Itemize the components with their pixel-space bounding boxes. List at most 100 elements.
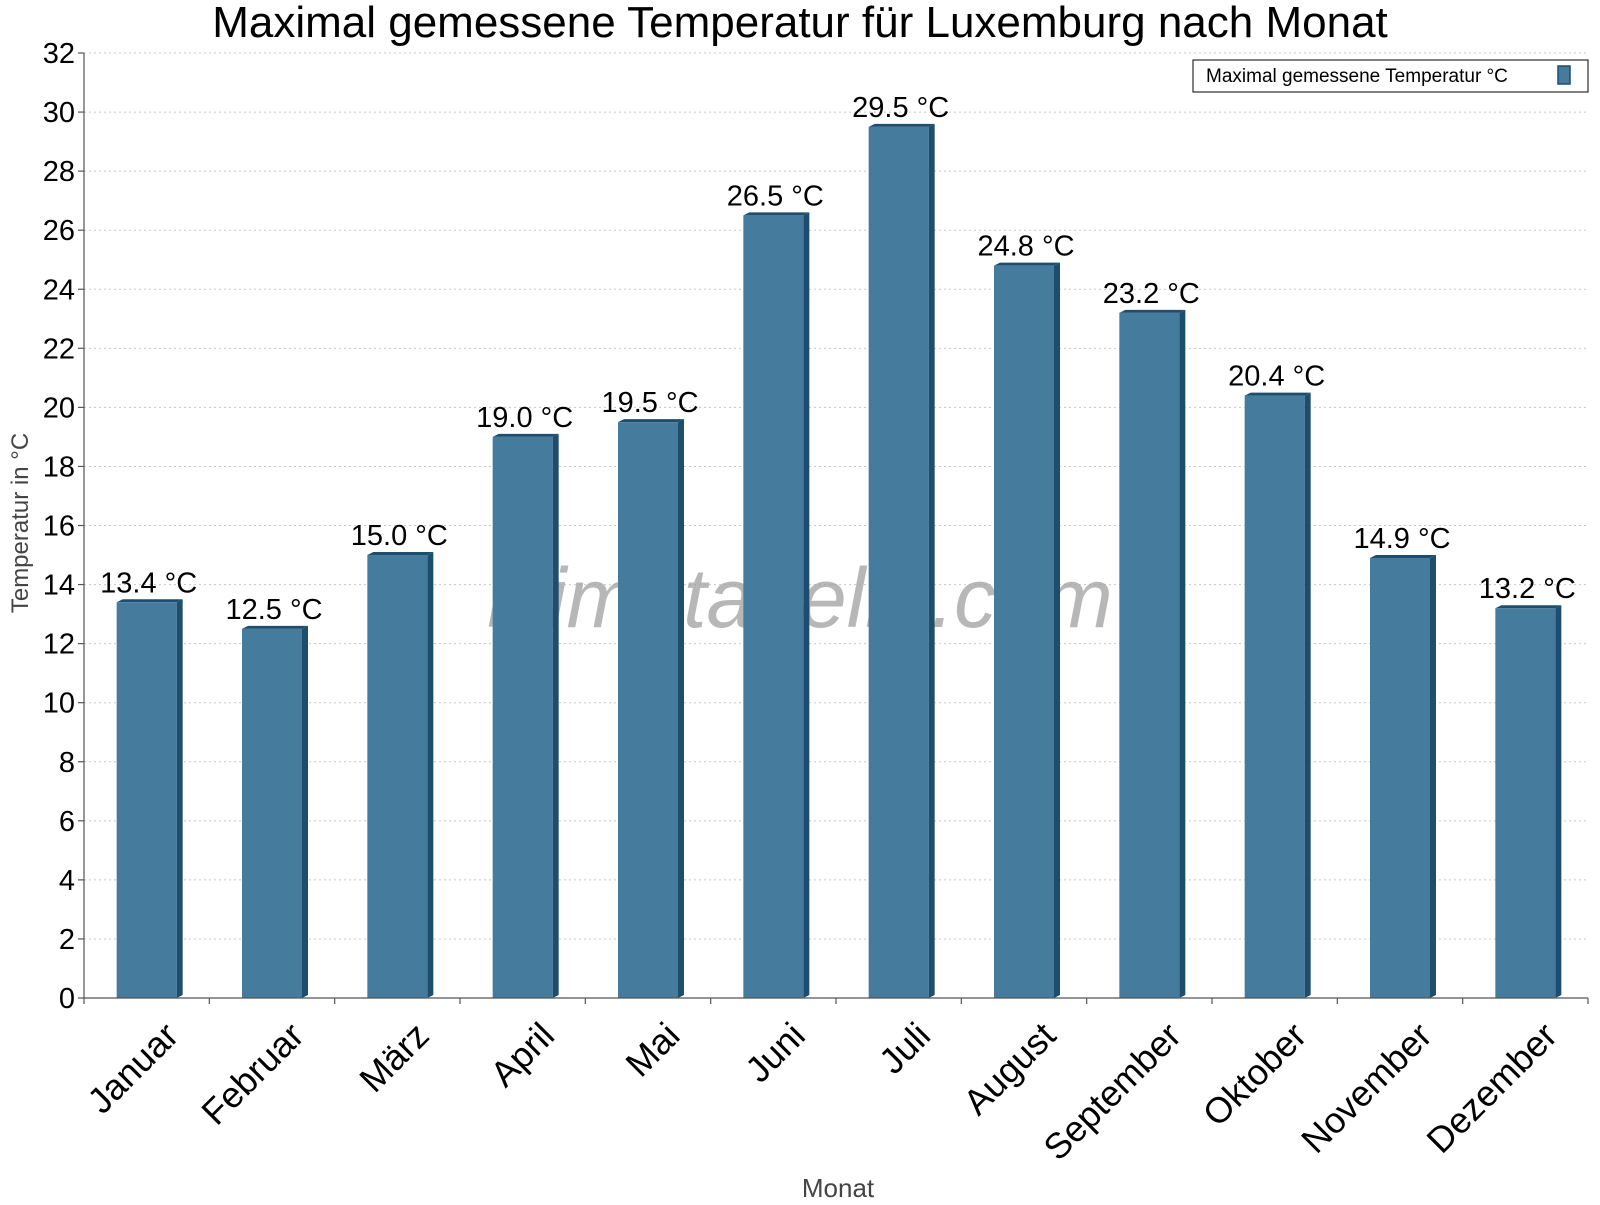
bar-januar (116, 599, 183, 998)
y-tick-label: 22 (43, 333, 75, 365)
bar-side (1430, 554, 1436, 998)
x-axis-title: Monat (802, 1173, 875, 1200)
x-tick-label: April (482, 1014, 562, 1094)
bars (116, 123, 1562, 998)
bar-face (242, 628, 302, 998)
bar-side (678, 419, 684, 998)
bar-face (1119, 312, 1180, 998)
y-tick-label: 2 (59, 924, 75, 956)
data-label: 23.2 °C (1103, 278, 1200, 310)
chart-title: Maximal gemessene Temperatur für Luxembu… (212, 0, 1388, 47)
bar-top (242, 625, 308, 629)
bar-mai (618, 419, 684, 998)
bar-face (1495, 608, 1556, 998)
bar-side (803, 212, 810, 998)
bar-top (743, 212, 810, 216)
data-label: 19.0 °C (476, 402, 573, 434)
bar-top (367, 552, 434, 556)
y-tick-label: 8 (59, 747, 75, 779)
bar-side (176, 599, 183, 998)
x-tick-label: Februar (193, 1014, 311, 1132)
bar-side (928, 123, 935, 998)
y-tick-label: 26 (43, 215, 75, 247)
bar-top (1119, 309, 1186, 313)
bar-side (552, 433, 559, 998)
bar-september (1119, 309, 1186, 998)
bar-november (1370, 554, 1436, 998)
bar-face (743, 215, 804, 998)
bar-februar (242, 625, 308, 998)
y-tick-label: 20 (43, 392, 75, 424)
y-tick-label: 0 (59, 983, 75, 1015)
bar-top (868, 123, 935, 127)
y-tick-label: 12 (43, 629, 75, 661)
bar-side (302, 625, 308, 998)
bar-august (994, 262, 1060, 998)
x-tick-label: Januar (79, 1014, 186, 1121)
bar-top (1370, 554, 1436, 558)
bar-side (1054, 262, 1060, 998)
data-label: 14.9 °C (1353, 523, 1450, 555)
x-tick-label: Mai (617, 1014, 687, 1084)
bar-juli (868, 123, 935, 998)
bar-side (1304, 392, 1311, 998)
legend-box (1192, 59, 1589, 93)
x-tick-label: November (1293, 1014, 1439, 1160)
data-label: 15.0 °C (351, 520, 448, 552)
bar-face (367, 555, 428, 998)
bar-side (1555, 605, 1562, 998)
y-tick-label: 16 (43, 511, 75, 543)
data-label: 24.8 °C (977, 231, 1074, 263)
x-tick-label: Dezember (1418, 1014, 1564, 1160)
x-tick-label: Oktober (1195, 1014, 1315, 1134)
y-axis-title: Temperatur in °C (7, 433, 34, 613)
y-tick-label: 6 (59, 806, 75, 838)
x-tick-label: September (1035, 1014, 1189, 1168)
bar-face (1244, 395, 1305, 998)
y-tick-label: 24 (43, 274, 75, 306)
bar-juni (743, 212, 810, 998)
y-tick-label: 4 (59, 865, 75, 897)
data-labels: 13.4 °C 12.5 °C 15.0 °C 19.0 °C 19.5 °C 26.5 … (100, 92, 1576, 626)
y-tick-label: 32 (43, 38, 75, 70)
legend: Maximal gemessene Temperatur °C (1192, 59, 1589, 93)
bar-face (868, 126, 929, 998)
data-label: 12.5 °C (225, 594, 322, 626)
bar-face (116, 602, 177, 998)
bar-märz (367, 552, 434, 998)
legend-label: Maximal gemessene Temperatur °C (1206, 66, 1508, 87)
bar-top (116, 599, 183, 603)
data-label: 13.4 °C (100, 567, 197, 599)
bar-face (994, 265, 1054, 998)
bar-face (492, 436, 553, 998)
bar-oktober (1244, 392, 1311, 998)
bar-top (618, 419, 684, 423)
x-tick-label: März (351, 1014, 437, 1100)
y-tick-label: 14 (43, 570, 75, 602)
y-tick-label: 18 (43, 451, 75, 483)
bar-top (492, 433, 559, 437)
data-label: 13.2 °C (1479, 573, 1576, 605)
bar-dezember (1495, 605, 1562, 998)
bar-side (427, 552, 434, 998)
bar-face (618, 422, 678, 998)
data-label: 20.4 °C (1228, 361, 1325, 393)
bar-april (492, 433, 559, 998)
data-label: 29.5 °C (852, 92, 949, 124)
bar-top (994, 262, 1060, 266)
y-tick-label: 30 (43, 97, 75, 129)
legend-swatch (1557, 65, 1571, 85)
bar-side (1179, 309, 1186, 998)
y-tick-label: 10 (43, 688, 75, 720)
data-label: 26.5 °C (727, 180, 824, 212)
x-tick-label: August (955, 1014, 1063, 1122)
x-tick-label: Juli (871, 1014, 938, 1081)
bar-face (1370, 557, 1430, 998)
x-tick-label: Juni (737, 1014, 813, 1090)
grid-lines (84, 52, 1588, 940)
data-label: 19.5 °C (601, 387, 698, 419)
bar-top (1244, 392, 1311, 396)
bar-top (1495, 605, 1562, 609)
